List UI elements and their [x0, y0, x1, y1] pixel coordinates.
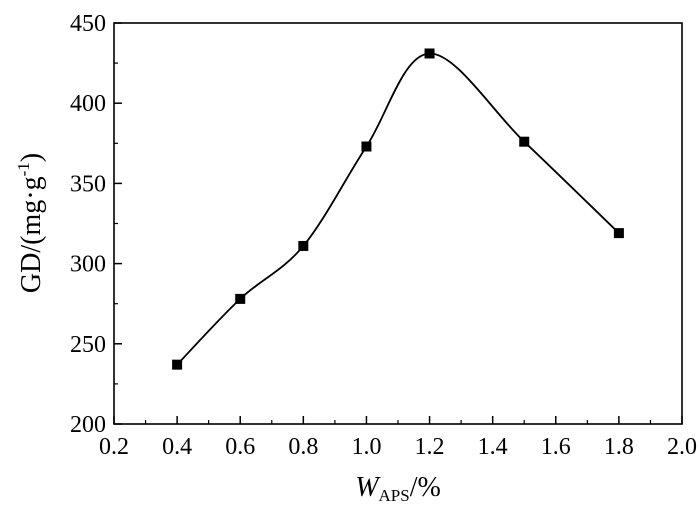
data-point — [361, 141, 372, 152]
x-axis-label: WAPS/% — [355, 472, 441, 505]
x-tick-label: 1.6 — [541, 434, 571, 460]
y-axis-label-sup: -1 — [14, 162, 33, 176]
data-point — [613, 228, 624, 239]
y-tick-label: 400 — [70, 91, 106, 117]
x-tick-label: 0.6 — [225, 434, 255, 460]
x-tick-label: 1.4 — [478, 434, 508, 460]
x-tick-label: 2.0 — [667, 434, 697, 460]
x-tick-label: 1.2 — [415, 434, 445, 460]
x-tick-label: 0.8 — [288, 434, 318, 460]
y-axis-label-close: ) — [16, 153, 47, 162]
series-markers — [172, 48, 624, 370]
y-tick-label: 250 — [70, 332, 106, 358]
x-tick-label: 1.0 — [351, 434, 381, 460]
x-tick-label: 0.2 — [99, 434, 129, 460]
data-point — [519, 136, 530, 147]
x-tick-label: 0.4 — [162, 434, 192, 460]
data-point — [172, 359, 183, 370]
y-tick-label: 350 — [70, 171, 106, 197]
data-point — [298, 240, 309, 251]
y-tick-label: 200 — [70, 412, 106, 438]
data-point — [424, 48, 435, 59]
y-axis-label: GD/(mg·g-1) — [14, 153, 47, 293]
y-tick-label: 450 — [70, 11, 106, 37]
x-tick-label: 1.8 — [604, 434, 634, 460]
tick-labels: 0.2 0.4 0.6 0.8 1.0 1.2 1.4 1.6 1.8 2.0 200 250 300 3… — [70, 11, 697, 460]
x-axis-label-sub: APS — [379, 486, 410, 505]
series-curve — [176, 52, 620, 366]
y-tick-label: 300 — [70, 252, 106, 278]
data-point — [235, 293, 246, 304]
x-axis-label-unit: /% — [410, 472, 441, 503]
axis-ticks — [113, 22, 683, 425]
y-axis-label-main: GD/(mg·g — [16, 176, 47, 293]
x-axis-label-main: W — [355, 472, 381, 503]
